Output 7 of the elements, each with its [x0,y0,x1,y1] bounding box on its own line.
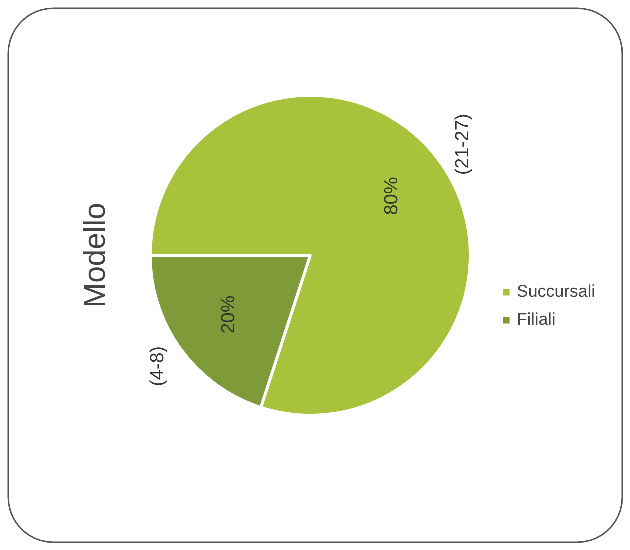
text: (4-8) [147,346,168,387]
text: (21-27) [452,114,474,176]
legend-label: Succursali [517,282,596,302]
text: Modello [79,202,112,308]
data-label: 80% [382,177,403,216]
legend-label: Filiali [517,310,556,330]
data-label: 20% [218,296,240,334]
